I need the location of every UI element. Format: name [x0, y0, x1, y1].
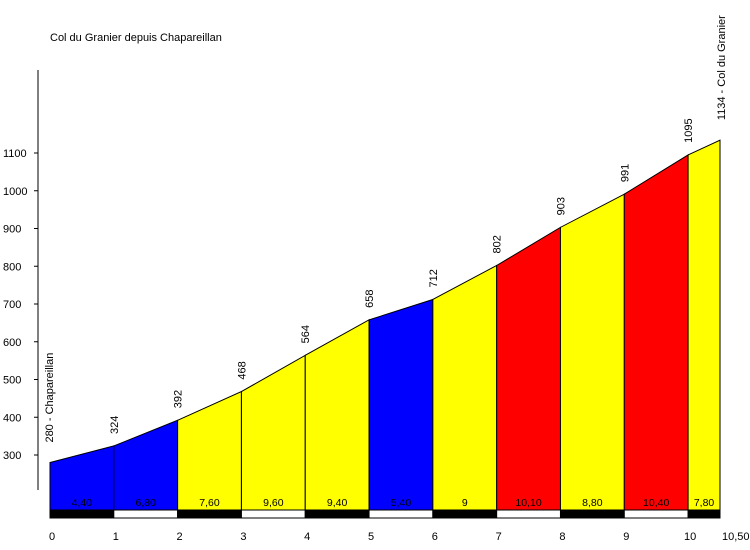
gradient-segment: [623, 153, 689, 511]
altitude-label: 564: [300, 325, 312, 343]
x-tick-label: 8: [559, 531, 565, 543]
x-tick-label: 5: [368, 531, 374, 543]
y-tick-label: 300: [3, 450, 21, 462]
segment-grade-label: 7,60: [199, 497, 220, 509]
gradient-segment: [496, 226, 561, 511]
x-tick-label: 3: [240, 531, 246, 543]
scale-bar-segment: [496, 509, 561, 519]
scale-bar-segment: [113, 509, 179, 519]
gradient-segment: [240, 354, 306, 511]
y-tick-label: 900: [3, 224, 21, 236]
segment-grade-label: 8,80: [582, 497, 603, 509]
y-tick-label: 500: [3, 375, 21, 387]
segment-grade-label: 5,40: [391, 497, 412, 509]
gradient-segment: [304, 319, 370, 511]
altitude-label: 468: [236, 361, 248, 379]
x-tick-label: 7: [496, 531, 502, 543]
gradient-segment: [432, 264, 498, 511]
x-tick-label: 10,50: [722, 531, 750, 543]
scale-bar-segment: [177, 509, 242, 519]
scale-bar-segment: [49, 509, 115, 519]
start-point-label: 280 - Chapareillan: [44, 353, 56, 443]
y-tick-label: 800: [3, 261, 21, 273]
scale-bar-segment: [240, 509, 306, 519]
x-tick-label: 1: [113, 531, 119, 543]
altitude-labels: 280 - Chapareillan 324 392 468 564 658 712 802 9…: [44, 15, 728, 443]
scale-bar-segment: [687, 509, 721, 519]
gradient-segment: [368, 298, 434, 511]
altitude-label: 1095: [683, 118, 695, 142]
chart-title: Col du Granier depuis Chapareillan: [50, 32, 222, 44]
segment-grade-label: 9: [462, 497, 468, 509]
y-tick-label: 1100: [3, 148, 27, 160]
gradient-segment: [559, 193, 625, 511]
x-tick-label: 6: [432, 531, 438, 543]
scale-bar-segment: [432, 509, 498, 519]
gradient-segment: [177, 390, 242, 511]
x-tick-label: 2: [177, 531, 183, 543]
altitude-label: 802: [492, 235, 504, 253]
scale-bar-segment: [623, 509, 689, 519]
gradient-segment: [687, 139, 721, 511]
y-tick-label: 600: [3, 337, 21, 349]
segment-grade-label: 6,80: [135, 497, 156, 509]
summit-point-label: 1134 - Col du Granier: [716, 15, 728, 120]
segment-grade-label: 9,60: [263, 497, 284, 509]
x-tick-label: 0: [49, 531, 55, 543]
segment-grade-label: 10,10: [515, 497, 541, 509]
y-tick-label: 1000: [3, 186, 27, 198]
y-tick-label: 700: [3, 299, 21, 311]
x-tick-label: 10: [684, 531, 696, 543]
distance-scale-bar: 0 1 2 3 4 5 6 7 8 9 10 10,50: [49, 509, 750, 543]
scale-bar-segment: [368, 509, 434, 519]
segment-grade-label: 9,40: [327, 497, 348, 509]
y-tick-label: 400: [3, 412, 21, 424]
axes: 300 400 500 600 700 800 900 1000 1100: [3, 70, 39, 490]
altitude-label: 658: [364, 289, 376, 307]
segment-grade-label: 10,40: [643, 497, 669, 509]
scale-bar-segment: [559, 509, 625, 519]
x-tick-label: 4: [304, 531, 310, 543]
altitude-label: 324: [109, 416, 121, 434]
altitude-label: 392: [173, 390, 185, 408]
altitude-label: 712: [428, 269, 440, 287]
altitude-label: 991: [619, 164, 631, 182]
scale-bar-segment: [304, 509, 370, 519]
altitude-label: 903: [555, 197, 567, 215]
segment-grade-label: 7,80: [694, 497, 715, 509]
x-tick-label: 9: [623, 531, 629, 543]
gradient-segments: 4,40 6,80 7,60 9,60 9,40 5,40 9 10,10 8,80 10,40 7…: [49, 139, 721, 511]
segment-grade-label: 4,40: [72, 497, 93, 509]
